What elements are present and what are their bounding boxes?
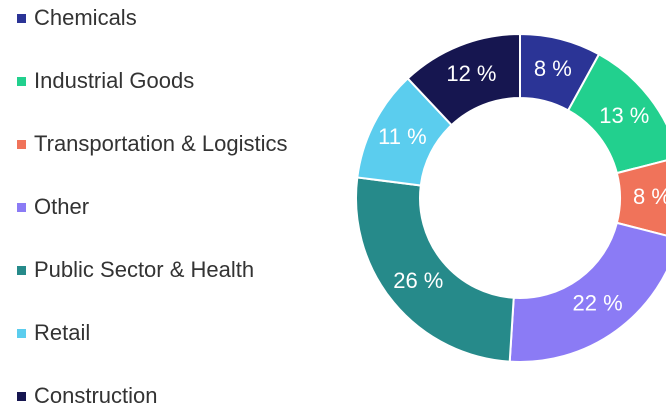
legend-label: Public Sector & Health bbox=[34, 257, 254, 282]
legend-swatch bbox=[17, 14, 26, 23]
donut-slice bbox=[508, 221, 666, 363]
legend-label: Other bbox=[34, 194, 89, 219]
legend-label: Retail bbox=[34, 320, 90, 345]
donut-slice bbox=[566, 52, 666, 175]
value-label: 26 % bbox=[393, 268, 443, 293]
value-label: 8 % bbox=[534, 56, 572, 81]
legend-swatch bbox=[17, 266, 26, 275]
legend-label: Transportation & Logistics bbox=[34, 131, 288, 156]
legend-label: Construction bbox=[34, 383, 158, 408]
value-label: 22 % bbox=[573, 291, 623, 316]
legend-swatch bbox=[17, 392, 26, 401]
legend-label: Chemicals bbox=[34, 5, 137, 30]
legend-swatch bbox=[17, 329, 26, 338]
donut-slice bbox=[355, 176, 515, 363]
value-label: 8 % bbox=[633, 184, 666, 209]
value-label: 12 % bbox=[446, 61, 496, 86]
legend-swatch bbox=[17, 203, 26, 212]
legend-swatch bbox=[17, 140, 26, 149]
value-label: 13 % bbox=[599, 103, 649, 128]
donut-slice bbox=[406, 32, 521, 127]
legend-label: Industrial Goods bbox=[34, 68, 194, 93]
legend-swatch bbox=[17, 77, 26, 86]
value-label: 11 % bbox=[378, 124, 427, 149]
